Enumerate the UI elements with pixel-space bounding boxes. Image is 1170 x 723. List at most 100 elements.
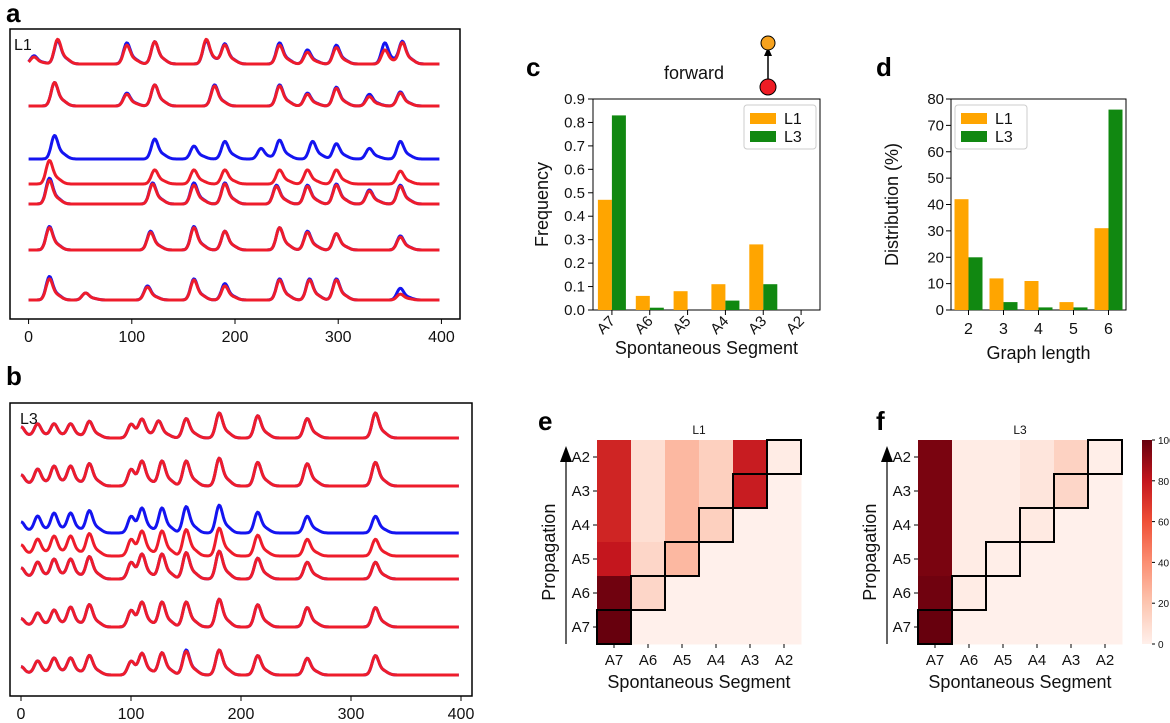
- panel-c-bar-L3-A6: [649, 307, 664, 310]
- panel-e-cell-A5-A3: [733, 542, 768, 577]
- forward-annotation: forward: [664, 63, 724, 83]
- colorbar-tick-label: 100: [1158, 436, 1170, 447]
- panel-a-frame: [9, 28, 461, 320]
- panel-e-cell-A7-A3: [733, 610, 768, 645]
- panel-e-cell-A3-A4: [699, 474, 734, 509]
- panel-c-x-tick-label: A6: [632, 313, 657, 338]
- panel-a-label: L1: [14, 37, 32, 54]
- panel-f-cell-A2-A6: [952, 440, 987, 475]
- panel-e-cell-A6-A3: [733, 576, 768, 611]
- panel-f-x-tick-label: A3: [1062, 652, 1080, 669]
- panel-f-heatmap: L3 A7 A6 A5 A4 A3 A2 A2 A3 A4 A5 A6 A7 Spontaneous Se…: [860, 423, 1170, 692]
- panel-b-x-tick-label: 100: [118, 706, 145, 723]
- panel-b-trace-1-red: [20, 411, 460, 440]
- panel-d-legend-swatch-L1: [961, 113, 987, 124]
- panel-d-bar-L3-2: [968, 257, 983, 311]
- panel-e-cell-A4-A6: [631, 508, 666, 543]
- panel-e-cell-A4-A7: [597, 508, 632, 543]
- panel-d-legend-swatch-L3: [961, 131, 987, 142]
- panel-c-y-tick-label: 0.6: [564, 161, 585, 178]
- panel-f-diagonal-outline: [951, 575, 987, 611]
- panel-f-diagonal-outline: [985, 541, 1021, 577]
- panel-f-x-tick-label: A4: [1028, 652, 1046, 669]
- panel-f-y-tick-label: A3: [893, 483, 911, 500]
- panel-f-cell-A2-A3: [1054, 440, 1089, 475]
- panel-f-cell-A7-A4: [1020, 610, 1055, 645]
- panel-e-cell-A6-A2: [767, 576, 802, 611]
- panel-d-y-tick-label: 30: [927, 223, 944, 240]
- panel-e-diagonal-outline: [664, 541, 700, 577]
- panel-f-x-axis-label: Spontaneous Segment: [928, 672, 1111, 692]
- colorbar-tick-label: 0: [1158, 640, 1164, 651]
- panel-f-cell-A4-A7: [918, 508, 953, 543]
- panel-d-bar-chart: 0 10 20 30 40 50 60 70 80 2 3 4 5 6 Graph length Distri…: [882, 91, 1127, 363]
- node-top-icon: [760, 35, 776, 51]
- panel-c-y-axis-label: Frequency: [532, 162, 552, 247]
- panel-e-cell-A6-A6: [631, 576, 666, 611]
- panel-f-diagonal-outline: [1053, 473, 1089, 509]
- panel-c-x-tick-label: A7: [594, 313, 619, 338]
- panel-a-trace-2-red: [28, 81, 440, 108]
- forward-arrow-head-icon: [764, 47, 772, 56]
- panel-f-x-tick-label: A2: [1096, 652, 1114, 669]
- panel-f-cell-A2-A5: [986, 440, 1021, 475]
- panel-c-bar-chart: forward 0.0 0.1 0.2 0.3 0.4 0.5 0.6 0.7 0.8 0.9 A7…: [532, 35, 821, 358]
- panel-e-cell-A4-A4: [699, 508, 734, 543]
- panel-e-cell-A4-A3: [733, 508, 768, 543]
- panel-f-cell-A2-A7: [918, 440, 953, 475]
- panel-c-y-tick-label: 0.2: [564, 255, 585, 272]
- panel-d-y-tick-label: 20: [927, 249, 944, 266]
- panel-f-cell-A4-A2: [1088, 508, 1123, 543]
- panel-a-trace-4-red: [28, 159, 440, 186]
- panel-letter-f: f: [876, 406, 885, 436]
- colorbar-tick-label: 40: [1158, 558, 1170, 569]
- panel-c-y-tick-label: 0.8: [564, 114, 585, 131]
- node-bottom-icon: [759, 78, 777, 96]
- panel-d-y-tick-label: 40: [927, 197, 944, 214]
- panel-f-y-tick-label: A5: [893, 551, 911, 568]
- panel-b-x-tick-label: 200: [228, 706, 255, 723]
- panel-e-cell-A2-A6: [631, 440, 666, 475]
- panel-e-y-tick-label: A7: [572, 619, 590, 636]
- panel-f-y-tick-label: A2: [893, 449, 911, 466]
- panel-f-cell-A7-A5: [986, 610, 1021, 645]
- panel-f-x-tick-label: A5: [994, 652, 1012, 669]
- panel-e-propagation-arrow-head-icon: [560, 446, 572, 462]
- panel-e-cell-A5-A7: [597, 542, 632, 577]
- panel-b-x-tick-label: 300: [338, 706, 365, 723]
- panel-d-bar-L3-5: [1073, 307, 1088, 310]
- panel-a-x-tick-label: 100: [118, 329, 145, 346]
- panel-e-cell-A3-A3: [733, 474, 768, 509]
- panel-b-trace-2-red: [20, 456, 460, 488]
- panel-e-cell-A5-A4: [699, 542, 734, 577]
- panel-a-traces: L1 0 100 200 300 400: [9, 28, 461, 346]
- panel-f-y-tick-label: A7: [893, 619, 911, 636]
- panel-f-cell-A7-A3: [1054, 610, 1089, 645]
- panel-e-cell-A7-A6: [631, 610, 666, 645]
- panel-c-y-tick-label: 0.0: [564, 302, 585, 319]
- panel-b-label: L3: [20, 411, 38, 428]
- panel-d-legend-label-L3: L3: [995, 129, 1013, 146]
- panel-d-bar-L1-4: [1024, 281, 1039, 310]
- panel-e-cell-A3-A7: [597, 474, 632, 509]
- panel-f-cell-A6-A7: [918, 576, 953, 611]
- panel-e-x-tick-label: A6: [639, 652, 657, 669]
- panel-e-y-tick-label: A6: [572, 585, 590, 602]
- panel-f-cell-A5-A5: [986, 542, 1021, 577]
- panel-letter-d: d: [876, 52, 892, 82]
- panel-e-diagonal-outline: [732, 473, 768, 509]
- panel-f-cell-A5-A3: [1054, 542, 1089, 577]
- panel-a-trace-6-red: [28, 226, 440, 252]
- panel-letter-e: e: [538, 406, 552, 436]
- panel-c-x-tick-label: A5: [669, 313, 694, 338]
- panel-c-x-axis-label: Spontaneous Segment: [615, 338, 798, 358]
- panel-b-trace-3-blue: [20, 503, 460, 535]
- colorbar-tick-label: 20: [1158, 599, 1170, 610]
- panel-d-x-tick-label: 5: [1069, 321, 1078, 338]
- panel-d-bar-L1-5: [1059, 302, 1074, 310]
- panel-b-trace-7-red: [20, 648, 460, 677]
- panel-c-x-tick-label: A2: [783, 313, 808, 338]
- panel-e-y-tick-label: A2: [572, 449, 590, 466]
- panel-letter-c: c: [526, 52, 540, 82]
